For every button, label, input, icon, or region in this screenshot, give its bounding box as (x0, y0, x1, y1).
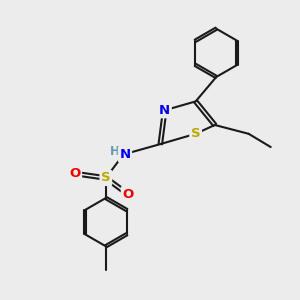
Text: S: S (191, 127, 200, 140)
Text: O: O (69, 167, 80, 180)
Text: H: H (110, 145, 120, 158)
Text: O: O (122, 188, 134, 201)
Text: N: N (119, 148, 130, 161)
Text: S: S (101, 172, 111, 184)
Text: N: N (159, 104, 170, 117)
